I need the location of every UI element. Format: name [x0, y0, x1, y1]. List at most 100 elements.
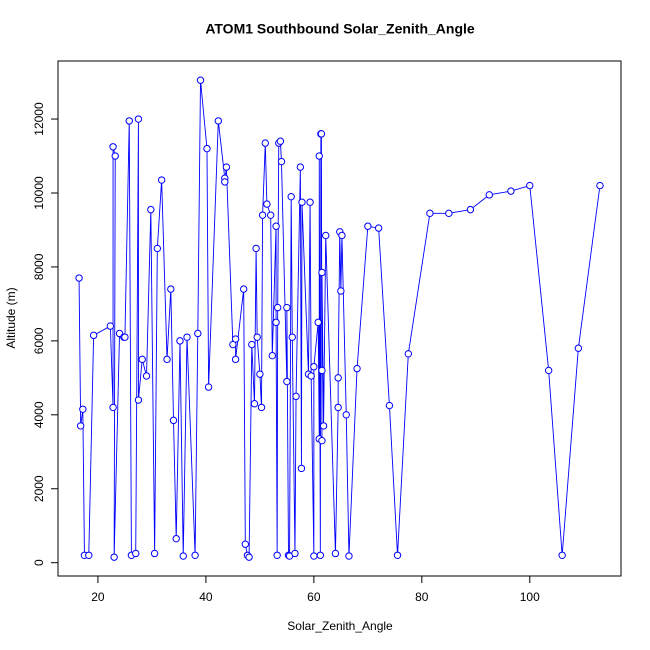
data-point — [292, 392, 300, 401]
data-point — [239, 285, 248, 293]
x-tick-label: 40 — [199, 590, 213, 604]
data-point — [507, 187, 515, 195]
data-point — [194, 329, 202, 338]
data-point — [273, 303, 282, 312]
data-point — [179, 552, 187, 560]
data-point — [334, 374, 342, 382]
data-point — [183, 333, 191, 341]
data-point — [176, 337, 184, 345]
data-point — [125, 117, 133, 125]
data-point — [134, 115, 143, 123]
data-point — [345, 552, 353, 560]
data-point — [163, 355, 171, 364]
data-point — [245, 553, 253, 561]
data-point — [318, 268, 326, 277]
y-tick-label: 12000 — [32, 102, 46, 136]
data-point — [277, 157, 286, 166]
data-point — [318, 436, 326, 445]
data-point — [241, 540, 250, 548]
data-point — [266, 211, 275, 219]
data-point — [253, 333, 261, 341]
y-tick-label: 2000 — [32, 475, 46, 502]
data-point — [445, 209, 453, 218]
data-point — [374, 224, 383, 232]
data-point — [283, 377, 291, 386]
data-point — [322, 231, 330, 240]
x-tick-label: 100 — [520, 590, 540, 604]
data-point — [204, 383, 213, 391]
data-point — [75, 274, 83, 282]
data-point — [574, 344, 583, 352]
data-point — [596, 181, 604, 190]
data-point — [353, 364, 361, 373]
data-point — [214, 117, 223, 125]
data-point — [485, 191, 493, 199]
data-point — [318, 366, 326, 375]
data-point — [526, 181, 534, 190]
data-point — [385, 401, 394, 410]
data-point — [272, 222, 280, 230]
data-point — [138, 355, 146, 364]
data-point — [558, 551, 566, 559]
data-point — [334, 403, 342, 412]
x-axis-label: Solar_Zenith_Angle — [287, 619, 393, 633]
data-point — [258, 211, 267, 219]
x-tick-label: 20 — [91, 590, 105, 604]
data-point — [121, 333, 129, 341]
data-point — [276, 137, 285, 145]
data-point — [310, 363, 318, 371]
data-point — [76, 422, 85, 430]
data-point — [296, 163, 305, 171]
data-point — [250, 400, 259, 408]
y-tick-label: 8000 — [32, 253, 46, 280]
data-point — [342, 411, 350, 419]
data-point — [191, 551, 199, 559]
chart-title: ATOM1 Southbound Solar_Zenith_Angle — [205, 21, 475, 37]
data-point — [310, 552, 318, 560]
data-point — [272, 318, 280, 327]
data-point — [287, 192, 295, 201]
plot-box — [57, 60, 622, 577]
data-point — [252, 244, 260, 253]
data-point — [132, 549, 140, 558]
data-point — [393, 551, 402, 559]
data-point — [109, 143, 117, 151]
data-point — [221, 178, 229, 186]
x-tick-label: 60 — [307, 590, 321, 604]
data-point — [268, 351, 276, 360]
data-point — [273, 551, 281, 559]
y-tick-label: 4000 — [32, 401, 46, 428]
y-axis-label: Altitude (m) — [4, 287, 18, 348]
data-point — [316, 551, 325, 559]
data-point — [150, 549, 159, 558]
data-point — [134, 396, 143, 404]
data-point — [196, 76, 205, 84]
data-point — [111, 152, 119, 160]
data-point — [297, 464, 306, 473]
y-tick-label: 6000 — [32, 327, 46, 354]
data-point — [169, 416, 178, 425]
data-point — [283, 303, 291, 312]
data-point — [331, 549, 340, 558]
data-point — [426, 209, 434, 218]
data-point — [89, 331, 98, 340]
data-point — [544, 366, 553, 375]
data-point — [153, 244, 162, 253]
data-point — [314, 318, 322, 327]
data-point — [106, 322, 115, 330]
data-point — [109, 403, 117, 412]
data-point — [466, 205, 475, 214]
data-point — [263, 200, 271, 208]
data-point — [248, 340, 256, 349]
data-point — [338, 231, 346, 240]
data-point — [147, 205, 155, 214]
data-point — [257, 403, 266, 412]
data-point — [222, 163, 231, 171]
data-point — [231, 335, 240, 343]
data-point — [404, 350, 413, 358]
data-point — [288, 333, 296, 341]
data-point — [261, 139, 269, 147]
data-point — [319, 422, 328, 430]
data-point — [203, 144, 211, 153]
